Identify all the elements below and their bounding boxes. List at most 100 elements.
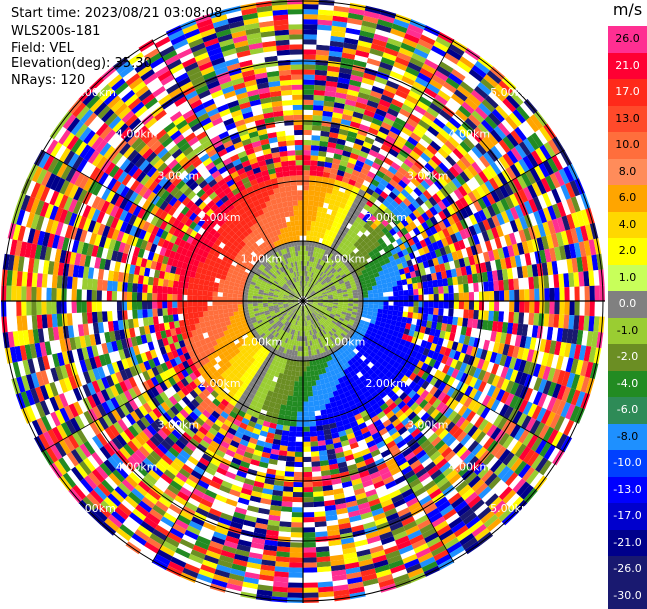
velocity-gate: [362, 272, 369, 278]
velocity-gate: [344, 32, 360, 41]
velocity-gate: [446, 205, 456, 216]
velocity-gate: [472, 356, 481, 368]
velocity-gate: [290, 527, 303, 533]
velocity-gate: [335, 211, 342, 219]
velocity-gate: [303, 532, 316, 538]
velocity-gate: [317, 571, 332, 578]
velocity-gate: [532, 224, 542, 239]
velocity-gate: [454, 461, 467, 474]
velocity-gate: [344, 233, 351, 240]
velocity-gate: [564, 301, 570, 315]
velocity-gate: [452, 427, 464, 440]
velocity-gate: [491, 374, 501, 387]
velocity-gate: [324, 285, 330, 290]
velocity-gate: [368, 149, 379, 158]
velocity-gate: [351, 262, 358, 269]
velocity-gate: [554, 246, 562, 261]
velocity-gate: [337, 366, 344, 373]
velocity-gate: [319, 378, 326, 385]
velocity-gate: [373, 297, 379, 301]
velocity-gate: [427, 418, 438, 430]
velocity-gate: [346, 285, 352, 290]
velocity-gate: [348, 437, 358, 445]
velocity-gate: [539, 249, 547, 264]
velocity-gate: [281, 399, 288, 406]
velocity-gate: [468, 255, 476, 266]
velocity-gate: [328, 463, 339, 471]
velocity-gate: [385, 231, 393, 239]
velocity-gate: [433, 232, 441, 242]
velocity-gate: [306, 260, 310, 267]
velocity-gate: [498, 507, 513, 522]
velocity-gate: [401, 465, 413, 476]
velocity-gate: [544, 339, 552, 354]
velocity-gate: [360, 568, 376, 577]
velocity-gate: [344, 239, 351, 247]
velocity-gate: [403, 122, 416, 133]
velocity-gate: [499, 235, 508, 248]
velocity-gate: [459, 362, 468, 373]
velocity-gate: [585, 207, 595, 225]
velocity-gate: [347, 242, 354, 249]
velocity-gate: [343, 449, 353, 457]
velocity-gate: [387, 462, 399, 472]
velocity-gate: [320, 470, 331, 477]
velocity-gate: [514, 204, 524, 219]
velocity-gate: [412, 366, 421, 376]
velocity-gate: [349, 259, 356, 266]
velocity-gate: [463, 152, 476, 165]
velocity-gate: [477, 506, 492, 521]
velocity-gate: [478, 139, 491, 153]
velocity-gate: [322, 171, 331, 178]
velocity-gate: [501, 322, 509, 334]
velocity-gate: [443, 261, 451, 271]
velocity-gate: [332, 205, 340, 212]
velocity-gate: [565, 229, 574, 245]
velocity-gate: [322, 484, 333, 492]
velocity-gate: [559, 301, 565, 315]
velocity-gate: [503, 311, 510, 323]
velocity-gate: [458, 292, 465, 301]
velocity-gate: [458, 334, 466, 344]
velocity-gate: [418, 495, 432, 506]
velocity-gate: [320, 212, 327, 219]
velocity-gate: [477, 209, 487, 222]
velocity-gate: [317, 303, 323, 306]
velocity-gate: [534, 288, 540, 301]
velocity-gate: [423, 294, 429, 301]
velocity-gate: [325, 443, 335, 451]
velocity-gate: [343, 42, 358, 50]
velocity-gate: [486, 361, 495, 374]
velocity-gate: [308, 190, 315, 196]
velocity-gate: [398, 544, 414, 555]
velocity-gate: [303, 79, 315, 85]
velocity-gate: [349, 473, 361, 481]
velocity-gate: [314, 354, 319, 361]
velocity-gate: [569, 286, 575, 301]
velocity-gate: [363, 236, 371, 244]
velocity-gate: [483, 310, 489, 321]
velocity-gate: [289, 421, 297, 427]
velocity-gate: [431, 98, 446, 110]
velocity-gate: [309, 175, 317, 181]
velocity-gate: [531, 405, 543, 420]
velocity-gate: [563, 166, 575, 183]
velocity-gate: [344, 355, 351, 363]
velocity-gate: [310, 324, 314, 330]
velocity-gate: [408, 306, 414, 313]
velocity-gate: [371, 315, 377, 321]
velocity-gate: [324, 333, 330, 339]
velocity-gate: [303, 99, 314, 105]
velocity-gate: [478, 102, 492, 116]
velocity-gate: [496, 376, 506, 390]
velocity-gate: [575, 194, 586, 211]
velocity-gate: [326, 291, 333, 295]
velocity-gate: [376, 462, 388, 472]
velocity-gate: [308, 288, 313, 294]
velocity-gate: [417, 346, 426, 355]
velocity-gate: [360, 184, 369, 193]
velocity-gate: [289, 426, 297, 432]
velocity-gate: [303, 421, 310, 427]
velocity-gate: [385, 363, 393, 371]
velocity-gate: [426, 83, 441, 95]
